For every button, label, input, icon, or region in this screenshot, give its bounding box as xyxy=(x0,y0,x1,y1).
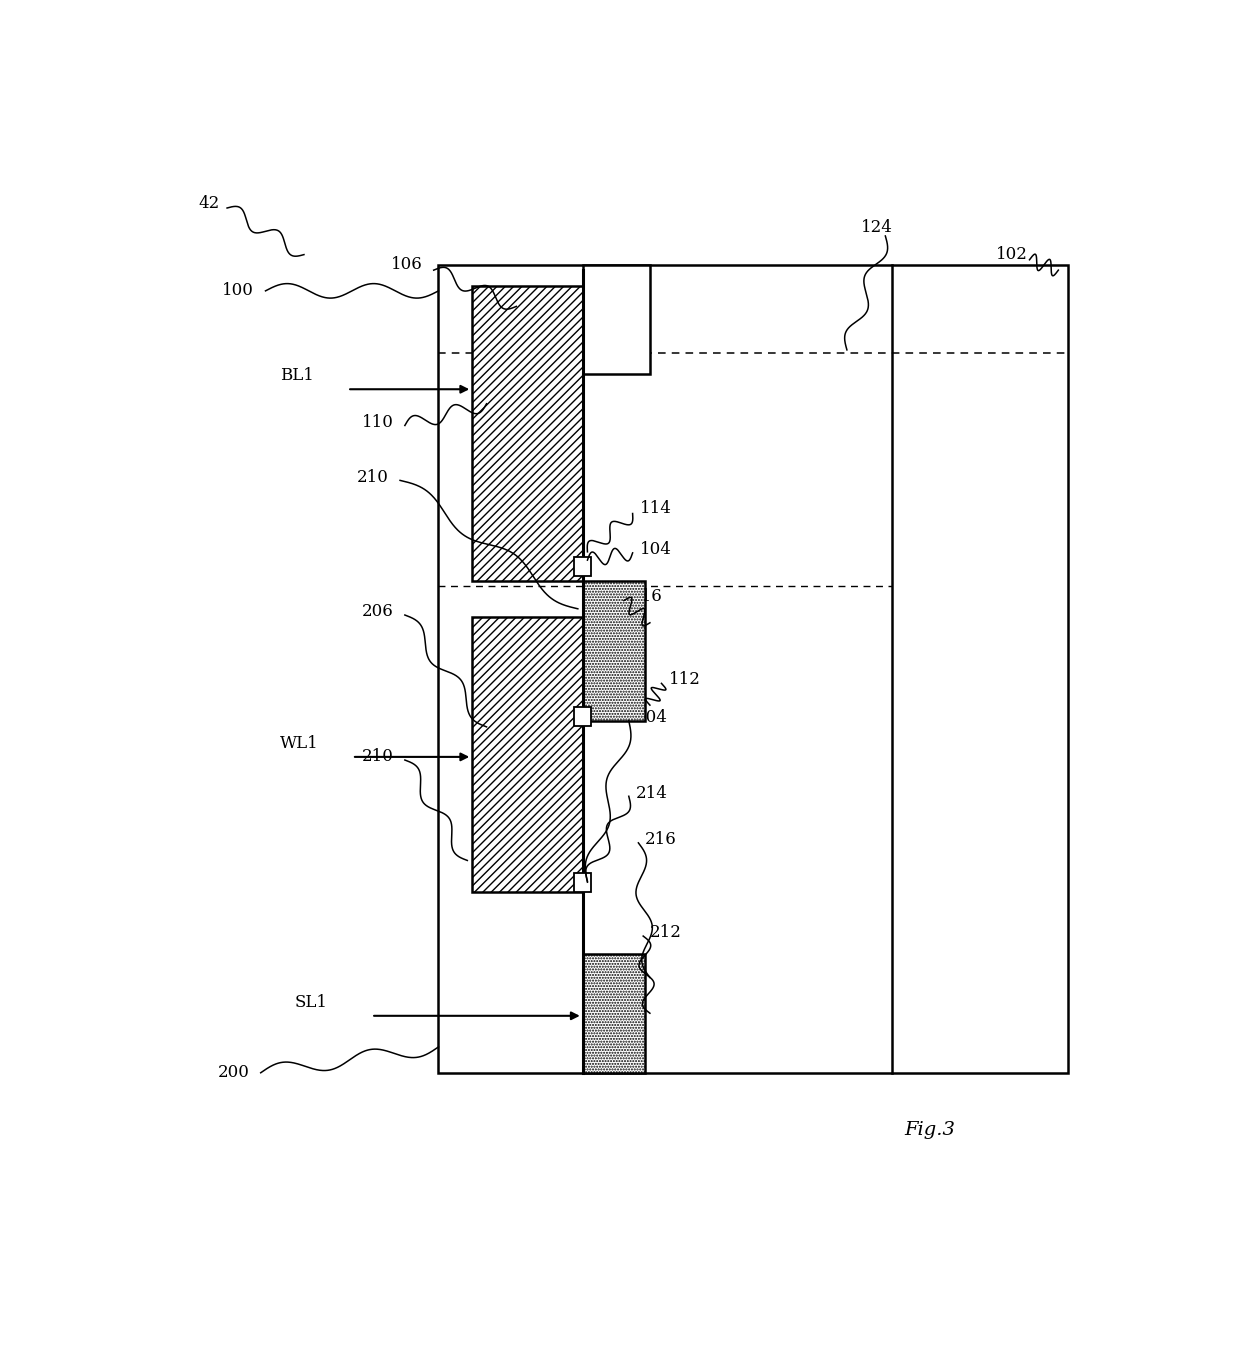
Text: 210: 210 xyxy=(362,748,393,765)
Text: 104: 104 xyxy=(640,541,672,558)
Text: 216: 216 xyxy=(645,831,677,849)
Bar xyxy=(583,265,650,374)
Text: 100: 100 xyxy=(222,282,254,300)
Text: 112: 112 xyxy=(670,671,701,687)
Bar xyxy=(472,285,583,581)
Text: 42: 42 xyxy=(198,195,219,211)
Text: 210: 210 xyxy=(357,469,388,486)
Text: 106: 106 xyxy=(391,257,422,273)
Bar xyxy=(439,265,1068,1073)
Text: 114: 114 xyxy=(640,500,672,516)
Bar xyxy=(574,557,591,576)
Text: 214: 214 xyxy=(635,784,667,802)
Text: SL1: SL1 xyxy=(294,994,327,1010)
Bar xyxy=(583,581,645,721)
Text: 212: 212 xyxy=(650,924,682,942)
Bar xyxy=(583,954,645,1073)
Text: 110: 110 xyxy=(362,414,393,430)
Bar xyxy=(574,707,591,726)
Text: 116: 116 xyxy=(631,588,662,605)
Text: 206: 206 xyxy=(362,604,393,620)
Text: 204: 204 xyxy=(635,709,667,726)
Text: WL1: WL1 xyxy=(280,734,319,752)
Bar xyxy=(574,873,591,892)
Text: 102: 102 xyxy=(996,246,1028,264)
Text: BL1: BL1 xyxy=(280,367,314,385)
Text: 200: 200 xyxy=(217,1064,249,1081)
Text: Fig.3: Fig.3 xyxy=(905,1120,956,1139)
Bar xyxy=(472,617,583,892)
Text: 124: 124 xyxy=(862,219,893,237)
